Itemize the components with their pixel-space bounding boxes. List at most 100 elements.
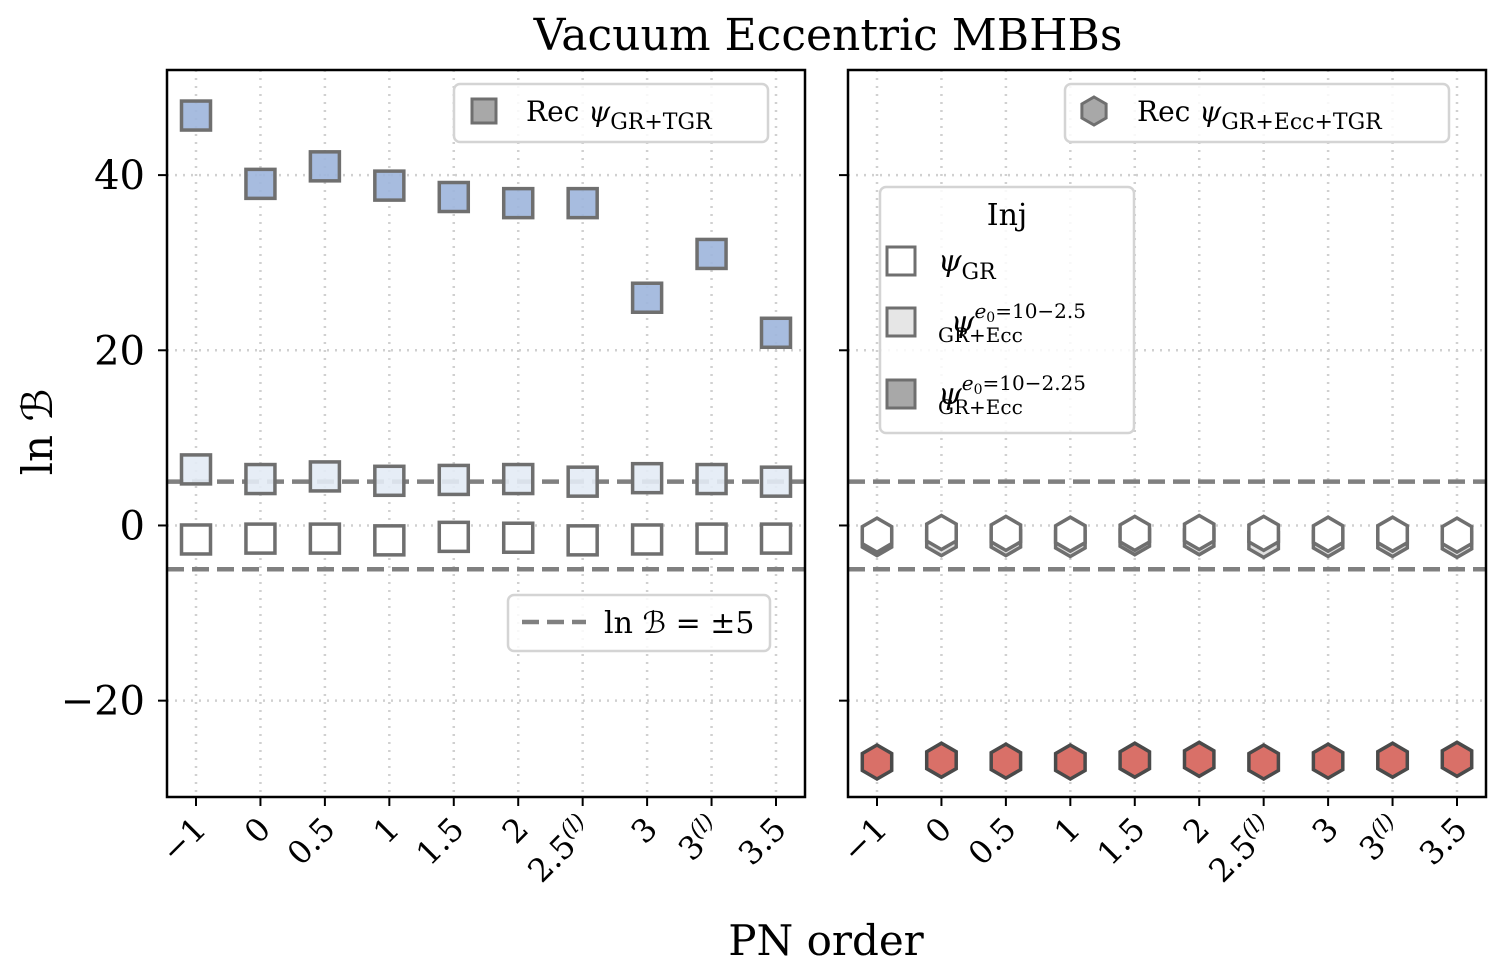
x-tick-label: 3: [624, 810, 665, 851]
data-point-hexagon: [1247, 742, 1281, 782]
data-point-square: [179, 99, 213, 132]
legend-rec: Rec ψGR+TGR: [452, 82, 770, 144]
data-point-square: [630, 461, 664, 495]
x-tick-label: 3(l): [670, 809, 729, 868]
data-point-hexagon: [1182, 513, 1216, 552]
plot-frame: [846, 68, 1488, 799]
data-point-hexagon: [1311, 742, 1345, 781]
series: [860, 513, 1474, 555]
data-point-square: [759, 465, 793, 498]
x-tick-label: 0.5: [280, 810, 343, 873]
data-point-hexagon: [1440, 516, 1474, 555]
data-point-square: [308, 522, 342, 555]
data-point-square: [566, 186, 599, 220]
markers: [860, 513, 1474, 782]
x-tick-label: 1.5: [409, 810, 472, 873]
data-point-hexagon: [1376, 741, 1410, 780]
x-tick-label: 3.5: [731, 810, 794, 873]
legend-threshold-label: ln ℬ = ±5: [604, 606, 754, 641]
data-point-square: [373, 464, 406, 498]
data-point-square: [759, 316, 793, 350]
data-point-hexagon: [1053, 742, 1087, 782]
figure-title: Vacuum Eccentric MBHBs: [533, 10, 1123, 61]
legend-rec: Rec ψGR+Ecc+TGR: [1063, 82, 1451, 144]
data-point-square: [695, 462, 728, 496]
data-point-hexagon: [1182, 740, 1216, 779]
x-tick-label: 2.5(l): [1201, 809, 1282, 890]
x-tick-label: 2: [1176, 810, 1217, 851]
data-point-hexagon: [924, 513, 958, 552]
data-point-square: [437, 463, 471, 497]
data-point-hexagon: [1118, 741, 1152, 780]
legend-inj: Inj ψGR ψe0=10−2.5 GR+Ecc ψe0=10−2.25 GR+Ecc: [878, 185, 1136, 435]
y-tick-label: 0: [120, 503, 145, 549]
data-point-square: [244, 167, 277, 201]
y-tick-label: 40: [94, 153, 145, 199]
x-tick-label: 1: [366, 810, 407, 851]
legend-square-icon: [470, 97, 498, 125]
data-point-hexagon: [989, 742, 1023, 781]
x-tick-label: 1: [1047, 810, 1088, 851]
y-axis-label: ln ℬ: [13, 389, 62, 476]
legend-inj-swatch-icon: [885, 245, 917, 277]
x-tick-label: 2: [495, 810, 536, 851]
data-point-square: [437, 520, 471, 554]
x-tick-label: 1.5: [1090, 810, 1153, 873]
legend-hexagon-icon: [1080, 95, 1108, 127]
legend-inj-title: Inj: [987, 198, 1027, 233]
data-point-square: [630, 523, 664, 556]
x-tick-label: 0.5: [961, 810, 1024, 873]
data-point-square: [244, 522, 277, 555]
data-point-hexagon: [1053, 515, 1087, 554]
legend-box: [506, 593, 772, 653]
data-point-square: [695, 522, 728, 555]
x-tick-label: 2.5(l): [520, 809, 601, 890]
right-panel: −1 0 0.5 1 1.5 22.5(l) 3 3(l) 3.5 Rec ψGR+Ecc+TGR…: [834, 68, 1488, 890]
legend-inj-swatch-icon: [885, 378, 917, 410]
data-point-hexagon: [1118, 514, 1152, 553]
legend-threshold: ln ℬ = ±5: [506, 593, 772, 653]
data-point-square: [437, 180, 471, 214]
data-point-square: [501, 186, 535, 220]
series: [179, 99, 793, 350]
x-tick-label: 0: [918, 810, 959, 851]
data-point-hexagon: [860, 516, 894, 555]
x-tick-label: −1: [153, 810, 213, 870]
series: [179, 520, 793, 557]
data-point-square: [308, 150, 342, 183]
data-point-square: [566, 465, 599, 498]
legend-inj-swatch-icon: [885, 306, 917, 338]
legend-box: [878, 185, 1136, 435]
data-point-square: [373, 524, 406, 557]
x-tick-label: 0: [237, 810, 278, 851]
legend-rec-label: Rec ψGR+TGR: [526, 95, 713, 135]
data-point-hexagon: [989, 514, 1023, 553]
legend-rec-label: Rec ψGR+Ecc+TGR: [1137, 95, 1383, 135]
data-point-hexagon: [1440, 740, 1474, 779]
data-point-hexagon: [1311, 515, 1345, 554]
legend-inj-label: ψe0=10−2.25 GR+Ecc: [938, 371, 1086, 419]
x-tick-label: −1: [834, 810, 894, 870]
data-point-square: [179, 453, 213, 486]
legend-box: [452, 82, 770, 144]
data-point-square: [630, 281, 664, 314]
x-tick-label: 3: [1305, 810, 1346, 851]
x-tick-label: 3(l): [1351, 809, 1410, 868]
x-axis-label: PN order: [728, 916, 924, 965]
series: [179, 453, 793, 498]
data-point-square: [695, 237, 728, 271]
data-point-square: [373, 169, 406, 202]
y-tick-label: 20: [94, 328, 145, 374]
data-point-hexagon: [1247, 514, 1281, 553]
y-tick-label: −20: [61, 679, 145, 725]
legend-box: [1063, 82, 1451, 144]
legend-inj-label: ψGR: [938, 244, 997, 285]
data-point-square: [308, 460, 342, 493]
data-point-hexagon: [860, 742, 894, 782]
data-point-hexagon: [924, 741, 958, 780]
data-point-square: [759, 522, 793, 555]
x-tick-label: 3.5: [1412, 810, 1475, 873]
plot-frame: [165, 68, 807, 799]
